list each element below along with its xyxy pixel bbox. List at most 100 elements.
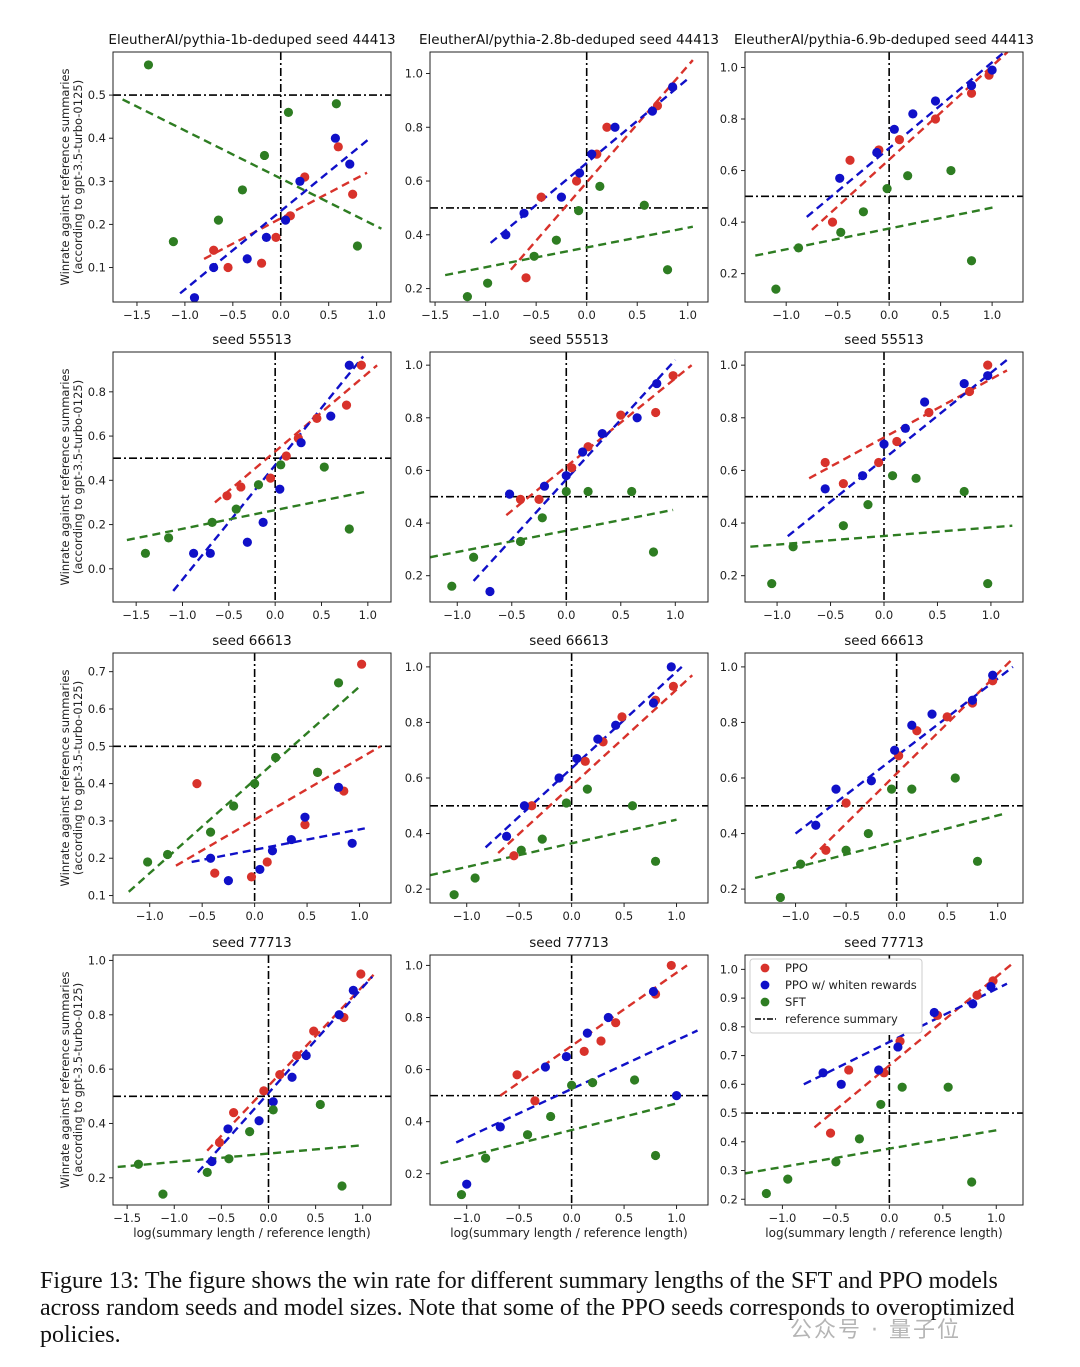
- x-tick-label: −1.0: [768, 1211, 796, 1225]
- ppo-point: [825, 1128, 836, 1138]
- sft-fit-line: [745, 1129, 997, 1175]
- ppo_whiten-point: [258, 517, 268, 527]
- y-tick-label: 0.1: [88, 261, 106, 275]
- ppo-point: [262, 857, 272, 867]
- x-tick-label: 0.5: [306, 1211, 324, 1225]
- y-tick-label: 0.2: [720, 1192, 738, 1206]
- figure-grid: EleutherAI/pythia-1b-deduped seed 44413 −…: [58, 32, 1034, 1240]
- ppo_whiten-point: [889, 124, 899, 134]
- sft-point: [481, 1153, 491, 1163]
- ppo_whiten-point: [209, 262, 219, 273]
- y-tick-label: 0.8: [720, 411, 738, 425]
- x-tick-label: −0.5: [832, 909, 860, 923]
- ppo_whiten-point: [556, 192, 567, 202]
- x-tick-label: 0.5: [938, 909, 956, 923]
- sft-point: [245, 1127, 255, 1137]
- sft-point: [271, 752, 281, 763]
- y-tick-label: 0.4: [720, 516, 738, 530]
- ppo_whiten-point: [519, 801, 530, 811]
- y-axis-label: Winrate against reference summaries(acco…: [58, 972, 85, 1189]
- sft-point: [449, 890, 459, 900]
- x-tick-label: 0.0: [272, 308, 290, 322]
- sft-point: [483, 278, 493, 288]
- sft-point: [650, 1150, 661, 1161]
- ppo-point: [820, 457, 830, 468]
- x-tick-label: 1.0: [354, 1211, 372, 1225]
- sft-point: [648, 547, 659, 557]
- y-axis-label: Winrate against reference summaries(acco…: [58, 69, 85, 286]
- x-tick-label: 1.0: [989, 909, 1007, 923]
- ppo_whiten-point: [242, 537, 252, 547]
- sft-point: [793, 243, 804, 253]
- x-axis-label: log(summary length / reference length): [133, 1226, 370, 1240]
- ppo-point: [341, 400, 352, 410]
- y-tick-label: 0.1: [88, 889, 106, 903]
- ppo_whiten-fit-line: [196, 975, 374, 1174]
- ppo_whiten-point: [668, 82, 678, 92]
- ppo_whiten-point: [561, 1051, 571, 1062]
- sft-point: [158, 1189, 168, 1199]
- sft-fit-line: [444, 225, 694, 277]
- x-axis-label: log(summary length / reference length): [450, 1226, 687, 1240]
- ppo-point: [983, 360, 993, 370]
- ppo-point: [942, 712, 952, 722]
- ppo_whiten-point: [295, 176, 305, 186]
- ppo-point: [617, 712, 627, 722]
- sft-point: [854, 1134, 865, 1144]
- plot-area: [430, 955, 708, 1205]
- sft-point: [276, 460, 286, 470]
- x-tick-label: 1.0: [987, 1211, 1005, 1225]
- sft-fit-line: [127, 685, 361, 893]
- ppo-fit-line: [214, 364, 378, 504]
- sft-point: [202, 1167, 212, 1177]
- ppo-point: [348, 189, 358, 199]
- plot-area: [430, 653, 708, 903]
- ppo_whiten-point: [223, 1124, 233, 1134]
- ppo-point: [246, 872, 257, 882]
- sft-point: [168, 237, 178, 247]
- ppo_whiten-point: [275, 484, 285, 494]
- y-tick-label: 0.6: [405, 463, 423, 477]
- ppo-point: [192, 778, 202, 789]
- axes-frame: [429, 51, 709, 303]
- x-tick-label: −0.5: [207, 1211, 235, 1225]
- panel-4-3: seed 77713 −1.0 −0.5 0.0 0.5 1.0 0.2 0.3 0.4 0.5 0…: [720, 935, 1024, 1240]
- ppo_whiten-point: [504, 489, 515, 499]
- sft-point: [767, 578, 777, 589]
- y-tick-label: 1.0: [88, 953, 106, 967]
- panel-2-2: seed 55513 −1.0 −0.5 0.0 0.5 1.0 0.2 0.4 0.6 0.8 1…: [405, 332, 709, 622]
- ppo_whiten-point: [893, 1042, 903, 1052]
- y-axis-label: Winrate against reference summaries(acco…: [58, 670, 85, 887]
- panel-3-1: seed 66613 −1.0 −0.5 0.0 0.5 1.0 0.1 0.2 0.3 0.4 0…: [58, 633, 392, 923]
- sft-point: [259, 150, 270, 161]
- ppo-point: [357, 659, 367, 669]
- axes-frame: [744, 51, 1024, 303]
- sft-point: [967, 1177, 977, 1187]
- x-tick-label: −1.0: [763, 608, 791, 622]
- sft-point: [796, 859, 806, 869]
- sft-point: [583, 486, 593, 497]
- plot-area: [745, 955, 1023, 1205]
- ppo_whiten-legend-label: PPO w/ whiten rewards: [785, 978, 917, 992]
- ppo_whiten-point: [326, 411, 336, 421]
- sft-point: [903, 171, 913, 181]
- ppo-fit-line: [499, 964, 688, 1097]
- axes-frame: [112, 351, 392, 603]
- ppo-point: [312, 413, 322, 423]
- ppo-point: [827, 217, 838, 227]
- y-tick-label: 0.8: [88, 1008, 106, 1022]
- ppo_whiten-point: [207, 1156, 217, 1167]
- panel-title: seed 55513: [212, 332, 291, 348]
- sft-point: [911, 473, 921, 483]
- ppo_whiten-point: [300, 812, 310, 822]
- y-tick-label: 0.4: [88, 1116, 106, 1130]
- x-tick-label: 0.0: [887, 909, 905, 923]
- y-tick-label: 0.0: [88, 562, 106, 576]
- x-tick-label: 0.5: [312, 608, 330, 622]
- sft-point: [907, 784, 917, 794]
- ppo_whiten-point: [818, 1068, 828, 1078]
- plot-area: [113, 955, 391, 1205]
- panel-title: seed 55513: [844, 332, 923, 348]
- ppo-point: [209, 245, 219, 255]
- ppo_whiten-point: [831, 784, 841, 794]
